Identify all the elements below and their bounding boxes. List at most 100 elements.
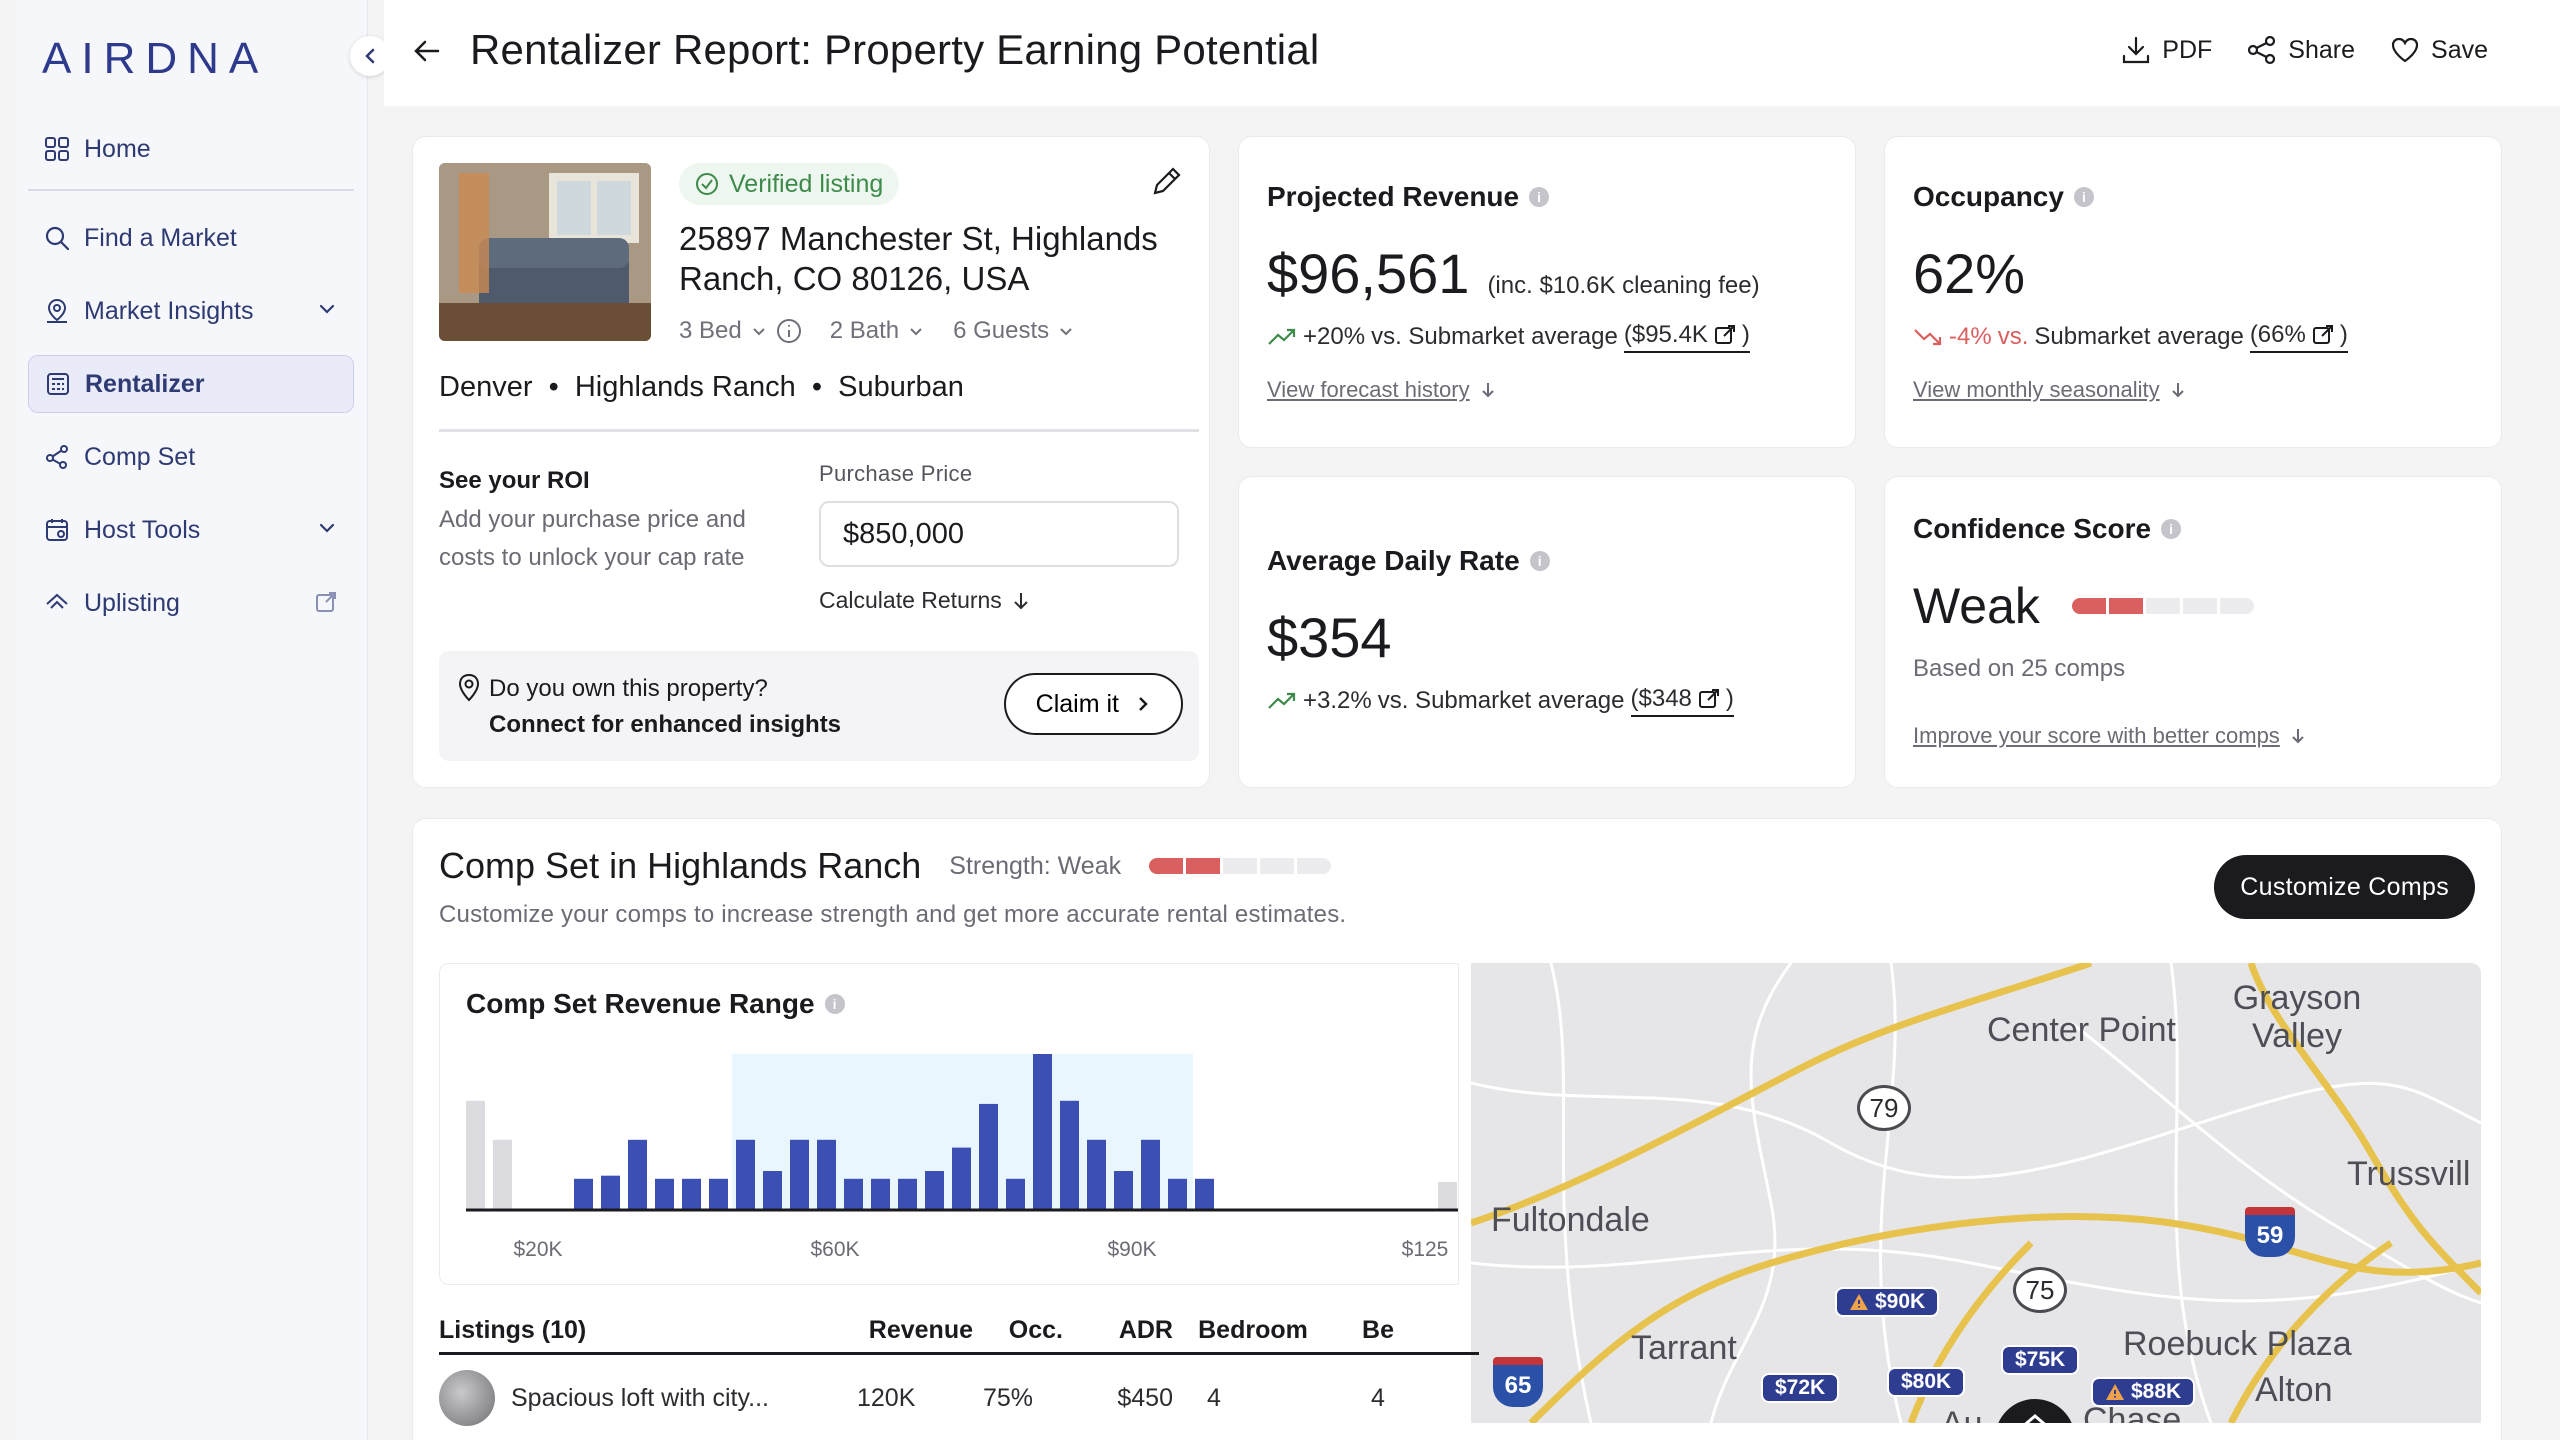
share-button[interactable]: Share <box>2246 34 2355 66</box>
col-bath[interactable]: Be <box>1362 1316 1394 1344</box>
col-occupancy[interactable]: Occ. <box>1008 1316 1063 1344</box>
col-listings[interactable]: Listings (10) <box>439 1316 587 1344</box>
map-pin-label: $75K <box>2015 1348 2066 1371</box>
col-bedroom[interactable]: Bedroom <box>1198 1316 1308 1344</box>
chart-bar[interactable] <box>574 1178 593 1210</box>
confidence-card: Confidence Score i Weak Based on 25 comp… <box>1884 476 2502 788</box>
chart-bar[interactable] <box>871 1178 890 1210</box>
chart-bar[interactable] <box>466 1100 485 1210</box>
pdf-label: PDF <box>2162 35 2213 64</box>
customize-comps-button[interactable]: Customize Comps <box>2214 855 2475 919</box>
sidebar-item-label: Comp Set <box>84 442 196 471</box>
chart-bar[interactable] <box>709 1178 728 1210</box>
chart-bar[interactable] <box>1438 1181 1457 1210</box>
col-adr[interactable]: ADR <box>1118 1316 1173 1344</box>
map-price-pin[interactable]: $75K <box>2001 1345 2080 1375</box>
info-icon[interactable]: i <box>824 994 845 1014</box>
chart-bar[interactable] <box>628 1139 647 1210</box>
chart-bar[interactable] <box>763 1171 782 1210</box>
chevron-left-icon <box>365 48 375 64</box>
beds-selector[interactable]: 3 Bed <box>679 317 802 345</box>
chart-bar[interactable] <box>898 1178 917 1210</box>
info-circle-icon[interactable] <box>776 318 802 344</box>
chart-bar[interactable] <box>682 1178 701 1210</box>
chart-bar[interactable] <box>1033 1054 1052 1210</box>
occupancy-submarket-link[interactable]: (66% ) <box>2249 321 2348 353</box>
info-icon[interactable]: i <box>1529 187 1550 207</box>
collapse-sidebar-button[interactable] <box>350 36 390 76</box>
share-nodes-icon <box>42 442 72 472</box>
listing-thumbnail <box>439 1370 495 1426</box>
adr-submarket-link[interactable]: ($348 ) <box>1630 685 1734 717</box>
adr-value: $354 <box>1267 606 1392 669</box>
strength-segment <box>2182 598 2217 614</box>
chart-bar[interactable] <box>925 1171 944 1210</box>
sidebar-item-comp-set[interactable]: Comp Set <box>28 428 354 486</box>
guests-selector[interactable]: 6 Guests <box>953 317 1075 345</box>
chart-bar[interactable] <box>1114 1171 1133 1210</box>
sidebar-item-host-tools[interactable]: Host Tools <box>28 501 354 559</box>
projected-revenue-card: Projected Revenue i $96,561 (inc. $10.6K… <box>1238 136 1856 448</box>
chart-bar[interactable] <box>601 1175 620 1210</box>
chart-bar[interactable] <box>493 1139 512 1210</box>
table-header: Listings (10) Revenue Occ. ADR Bedroom B… <box>439 1309 1479 1355</box>
listing-cell: Spacious loft with city... <box>439 1370 839 1426</box>
claim-it-button[interactable]: Claim it <box>1003 673 1183 735</box>
baths-selector[interactable]: 2 Bath <box>830 317 925 345</box>
comp-map[interactable]: Center Point Grayson Valley Trussvill Fu… <box>1471 963 2481 1423</box>
external-link-icon <box>1714 325 1735 344</box>
save-button[interactable]: Save <box>2389 34 2488 66</box>
map-price-pin[interactable]: $90K <box>1835 1287 1940 1317</box>
roi-title: See your ROI <box>439 467 590 494</box>
chart-bar[interactable] <box>1168 1178 1187 1210</box>
edit-pencil-icon[interactable] <box>1149 163 1185 199</box>
comp-set-title-row: Comp Set in Highlands Ranch Strength: We… <box>439 845 1332 887</box>
view-monthly-seasonality-link[interactable]: View monthly seasonality <box>1913 377 2186 403</box>
comp-strength-bar <box>1149 858 1332 874</box>
revenue-avg-close: ) <box>1741 321 1750 348</box>
map-price-pin[interactable]: $88K <box>2091 1377 2196 1407</box>
chart-bar[interactable] <box>1087 1139 1106 1210</box>
listing-adr: $450 <box>1117 1383 1173 1412</box>
chart-bar[interactable] <box>1141 1139 1160 1210</box>
chart-bar[interactable] <box>1195 1178 1214 1210</box>
chart-bar[interactable] <box>1060 1100 1079 1210</box>
info-icon[interactable]: i <box>1529 551 1550 571</box>
revenue-submarket-link[interactable]: ($95.4K ) <box>1623 321 1750 353</box>
table-row[interactable]: Spacious loft with city... 120K 75% $450… <box>439 1355 1479 1440</box>
sidebar-item-uplisting[interactable]: Uplisting <box>28 574 354 632</box>
chart-bar[interactable] <box>1006 1178 1025 1210</box>
listing-bath: 4 <box>1371 1383 1385 1412</box>
map-pin-icon <box>42 296 72 326</box>
view-forecast-history-link[interactable]: View forecast history <box>1267 377 1496 403</box>
map-pin-label: $88K <box>2131 1380 2182 1403</box>
chart-bar[interactable] <box>790 1139 809 1210</box>
improve-score-link[interactable]: Improve your score with better comps <box>1913 723 2306 749</box>
chart-bar[interactable] <box>736 1139 755 1210</box>
purchase-price-input[interactable] <box>819 501 1179 567</box>
map-pin-label: $72K <box>1775 1376 1826 1399</box>
sidebar-item-market-insights[interactable]: Market Insights <box>28 282 354 340</box>
info-icon[interactable]: i <box>2073 187 2094 207</box>
map-price-pin[interactable]: $72K <box>1761 1373 1840 1403</box>
sidebar-item-rentalizer[interactable]: Rentalizer <box>28 355 354 413</box>
chevron-down-icon <box>319 304 335 314</box>
sidebar-item-find-market[interactable]: Find a Market <box>28 209 354 267</box>
interstate-59-shield: 59 <box>2245 1207 2295 1257</box>
chart-bar[interactable] <box>844 1178 863 1210</box>
arrow-down-icon <box>2292 729 2304 744</box>
info-icon[interactable]: i <box>2161 519 2182 539</box>
chart-bar[interactable] <box>952 1147 971 1210</box>
save-label: Save <box>2431 35 2488 64</box>
col-revenue[interactable]: Revenue <box>868 1316 973 1344</box>
chevron-down-icon <box>319 523 335 533</box>
chart-bar[interactable] <box>817 1139 836 1210</box>
property-photo[interactable] <box>439 163 651 341</box>
calculate-returns-link[interactable]: Calculate Returns <box>819 587 1030 614</box>
chart-bar[interactable] <box>655 1178 674 1210</box>
back-arrow-icon[interactable] <box>412 36 442 66</box>
chart-bar[interactable] <box>979 1103 998 1210</box>
map-price-pin[interactable]: $80K <box>1887 1367 1966 1397</box>
sidebar-item-home[interactable]: Home <box>28 120 354 178</box>
pdf-button[interactable]: PDF <box>2120 34 2212 66</box>
